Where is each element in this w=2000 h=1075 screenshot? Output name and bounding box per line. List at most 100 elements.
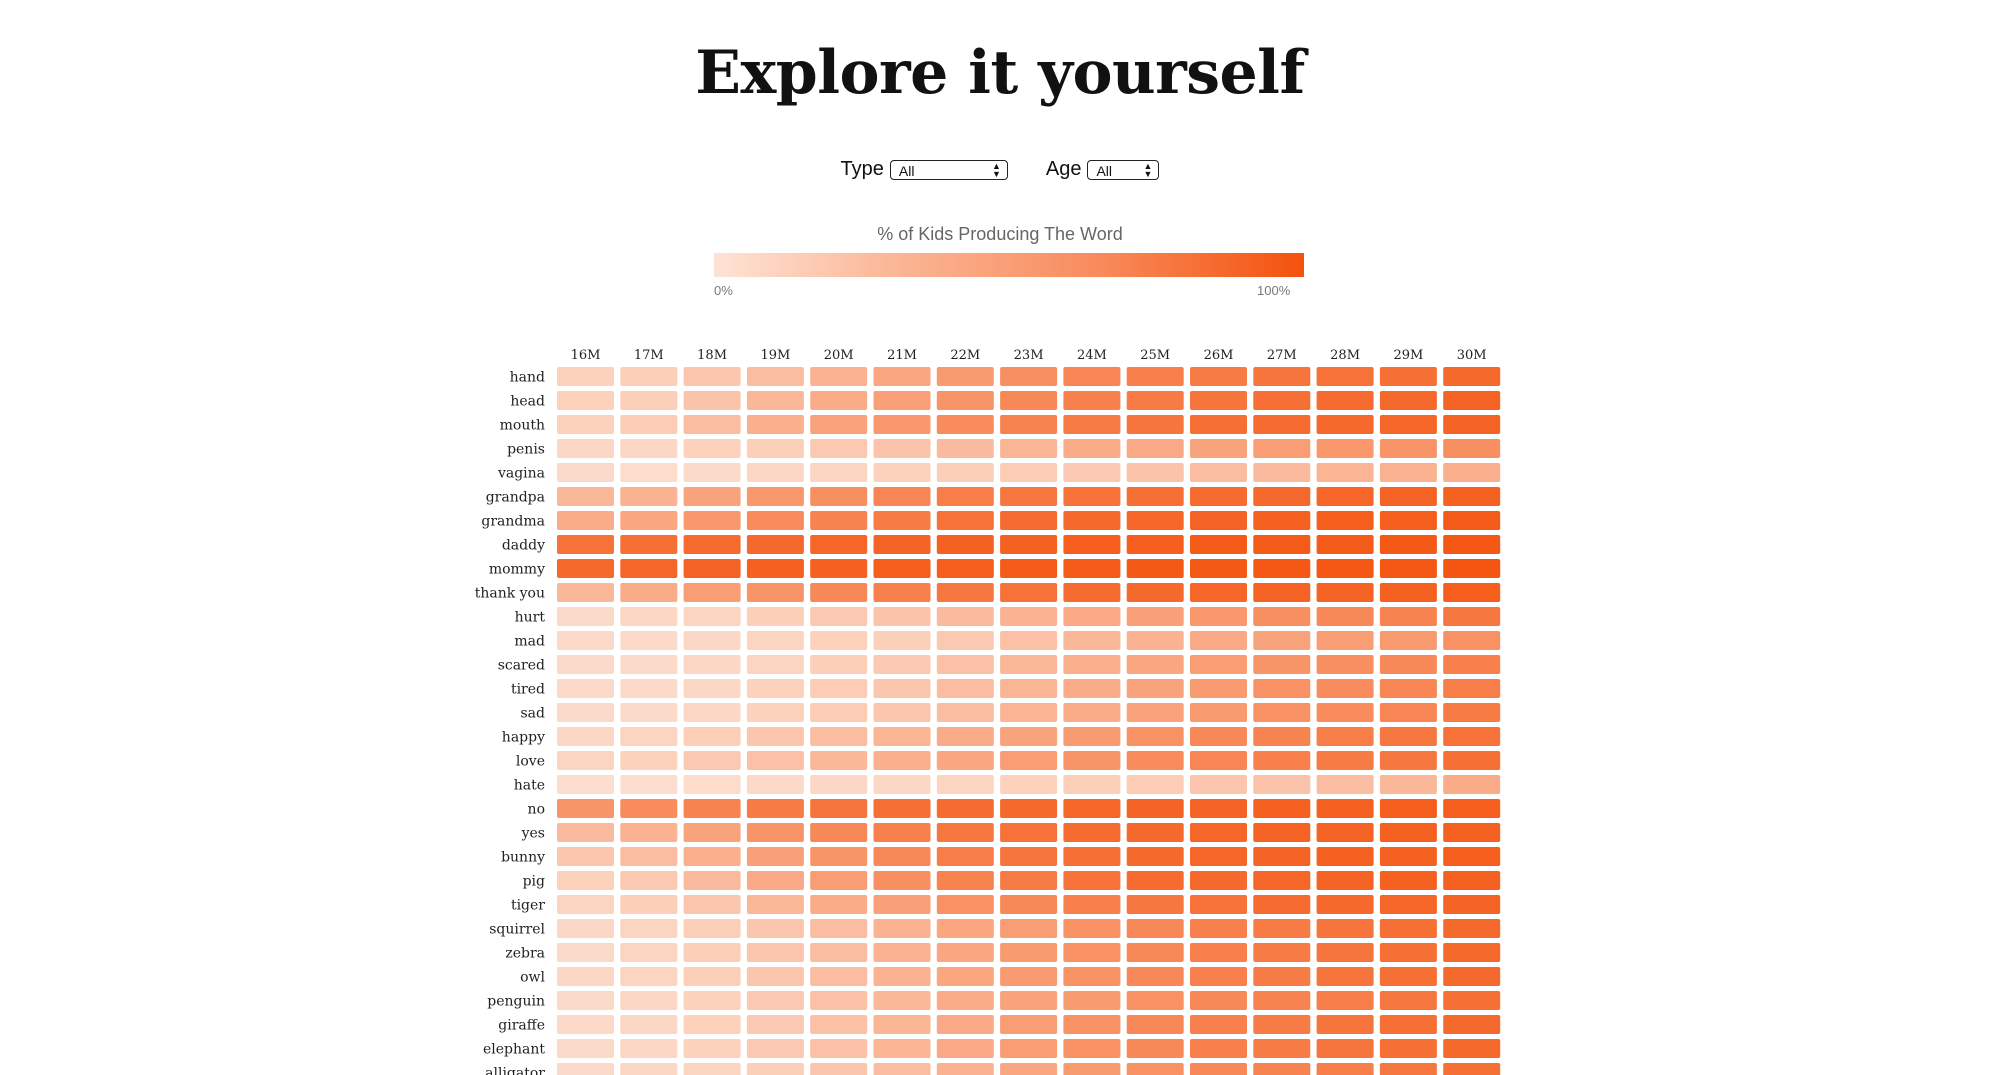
heatmap-cell[interactable] bbox=[746, 1039, 804, 1058]
heatmap-cell[interactable] bbox=[1063, 823, 1121, 842]
heatmap-cell[interactable] bbox=[1253, 511, 1311, 530]
heatmap-cell[interactable] bbox=[1000, 535, 1058, 554]
heatmap-cell[interactable] bbox=[1379, 991, 1437, 1010]
heatmap-cell[interactable] bbox=[683, 1039, 741, 1058]
heatmap-cell[interactable] bbox=[1190, 847, 1247, 866]
heatmap-cell[interactable] bbox=[1443, 487, 1501, 506]
heatmap-cell[interactable] bbox=[1379, 895, 1437, 914]
heatmap-cell[interactable] bbox=[1190, 775, 1247, 794]
heatmap-cell[interactable] bbox=[557, 751, 614, 770]
heatmap-cell[interactable] bbox=[1000, 415, 1058, 434]
heatmap-cell[interactable] bbox=[1443, 679, 1501, 698]
heatmap-cell[interactable] bbox=[620, 1039, 678, 1058]
heatmap-cell[interactable] bbox=[1126, 511, 1184, 530]
heatmap-cell[interactable] bbox=[620, 727, 678, 746]
heatmap-cell[interactable] bbox=[1000, 991, 1058, 1010]
heatmap-cell[interactable] bbox=[1379, 775, 1437, 794]
heatmap-cell[interactable] bbox=[936, 631, 994, 650]
heatmap-cell[interactable] bbox=[620, 415, 678, 434]
heatmap-cell[interactable] bbox=[683, 559, 741, 578]
heatmap-cell[interactable] bbox=[1063, 775, 1121, 794]
heatmap-cell[interactable] bbox=[620, 679, 678, 698]
heatmap-cell[interactable] bbox=[620, 655, 678, 674]
heatmap-cell[interactable] bbox=[746, 775, 804, 794]
heatmap-cell[interactable] bbox=[683, 367, 741, 386]
heatmap-cell[interactable] bbox=[810, 751, 868, 770]
heatmap-cell[interactable] bbox=[683, 991, 741, 1010]
heatmap-cell[interactable] bbox=[1000, 895, 1058, 914]
heatmap-cell[interactable] bbox=[873, 559, 931, 578]
heatmap-cell[interactable] bbox=[1316, 751, 1374, 770]
heatmap-cell[interactable] bbox=[1443, 943, 1501, 962]
heatmap-cell[interactable] bbox=[936, 463, 994, 482]
heatmap-cell[interactable] bbox=[746, 679, 804, 698]
heatmap-cell[interactable] bbox=[1443, 631, 1501, 650]
heatmap-cell[interactable] bbox=[746, 727, 804, 746]
heatmap-cell[interactable] bbox=[936, 703, 994, 722]
heatmap-cell[interactable] bbox=[1379, 439, 1437, 458]
heatmap-cell[interactable] bbox=[1126, 799, 1184, 818]
heatmap-cell[interactable] bbox=[1316, 535, 1374, 554]
heatmap-cell[interactable] bbox=[1063, 847, 1121, 866]
heatmap-cell[interactable] bbox=[1253, 1015, 1311, 1034]
heatmap-cell[interactable] bbox=[936, 871, 994, 890]
heatmap-cell[interactable] bbox=[1063, 535, 1121, 554]
heatmap-cell[interactable] bbox=[557, 847, 614, 866]
heatmap-cell[interactable] bbox=[873, 847, 931, 866]
heatmap-cell[interactable] bbox=[1063, 943, 1121, 962]
heatmap-cell[interactable] bbox=[810, 847, 868, 866]
heatmap-cell[interactable] bbox=[1379, 751, 1437, 770]
heatmap-cell[interactable] bbox=[557, 679, 614, 698]
heatmap-cell[interactable] bbox=[1126, 823, 1184, 842]
heatmap-cell[interactable] bbox=[1316, 847, 1374, 866]
heatmap-cell[interactable] bbox=[620, 895, 678, 914]
heatmap-cell[interactable] bbox=[873, 655, 931, 674]
heatmap-cell[interactable] bbox=[1190, 367, 1247, 386]
heatmap-cell[interactable] bbox=[1000, 727, 1058, 746]
heatmap-cell[interactable] bbox=[1253, 607, 1311, 626]
heatmap-cell[interactable] bbox=[746, 799, 804, 818]
heatmap-cell[interactable] bbox=[1126, 463, 1184, 482]
heatmap-cell[interactable] bbox=[873, 631, 931, 650]
heatmap-cell[interactable] bbox=[1063, 607, 1121, 626]
heatmap-cell[interactable] bbox=[810, 439, 868, 458]
heatmap-cell[interactable] bbox=[1316, 895, 1374, 914]
heatmap-cell[interactable] bbox=[1316, 487, 1374, 506]
heatmap-cell[interactable] bbox=[557, 631, 614, 650]
heatmap-cell[interactable] bbox=[620, 919, 678, 938]
heatmap-cell[interactable] bbox=[746, 583, 804, 602]
heatmap-cell[interactable] bbox=[1190, 703, 1247, 722]
heatmap-cell[interactable] bbox=[1316, 1039, 1374, 1058]
heatmap-cell[interactable] bbox=[1316, 703, 1374, 722]
heatmap-cell[interactable] bbox=[1253, 967, 1311, 986]
heatmap-cell[interactable] bbox=[557, 967, 614, 986]
heatmap-cell[interactable] bbox=[1253, 367, 1311, 386]
heatmap-cell[interactable] bbox=[620, 799, 678, 818]
heatmap-cell[interactable] bbox=[810, 679, 868, 698]
heatmap-cell[interactable] bbox=[873, 583, 931, 602]
heatmap-cell[interactable] bbox=[1190, 391, 1247, 410]
heatmap-cell[interactable] bbox=[1190, 1063, 1247, 1075]
heatmap-cell[interactable] bbox=[873, 727, 931, 746]
heatmap-cell[interactable] bbox=[873, 703, 931, 722]
heatmap-cell[interactable] bbox=[746, 703, 804, 722]
heatmap-cell[interactable] bbox=[810, 415, 868, 434]
heatmap-cell[interactable] bbox=[1126, 439, 1184, 458]
heatmap-cell[interactable] bbox=[1000, 607, 1058, 626]
heatmap-cell[interactable] bbox=[1379, 823, 1437, 842]
heatmap-cell[interactable] bbox=[936, 895, 994, 914]
heatmap-cell[interactable] bbox=[1316, 727, 1374, 746]
heatmap-cell[interactable] bbox=[557, 871, 614, 890]
heatmap-cell[interactable] bbox=[1379, 391, 1437, 410]
heatmap-cell[interactable] bbox=[1443, 607, 1501, 626]
heatmap-cell[interactable] bbox=[1000, 751, 1058, 770]
heatmap-cell[interactable] bbox=[1126, 751, 1184, 770]
heatmap-cell[interactable] bbox=[1443, 583, 1501, 602]
heatmap-cell[interactable] bbox=[1063, 1039, 1121, 1058]
heatmap-cell[interactable] bbox=[1443, 367, 1501, 386]
heatmap-cell[interactable] bbox=[557, 1063, 614, 1075]
heatmap-cell[interactable] bbox=[936, 415, 994, 434]
heatmap-cell[interactable] bbox=[1126, 1039, 1184, 1058]
heatmap-cell[interactable] bbox=[1316, 655, 1374, 674]
heatmap-cell[interactable] bbox=[1379, 631, 1437, 650]
